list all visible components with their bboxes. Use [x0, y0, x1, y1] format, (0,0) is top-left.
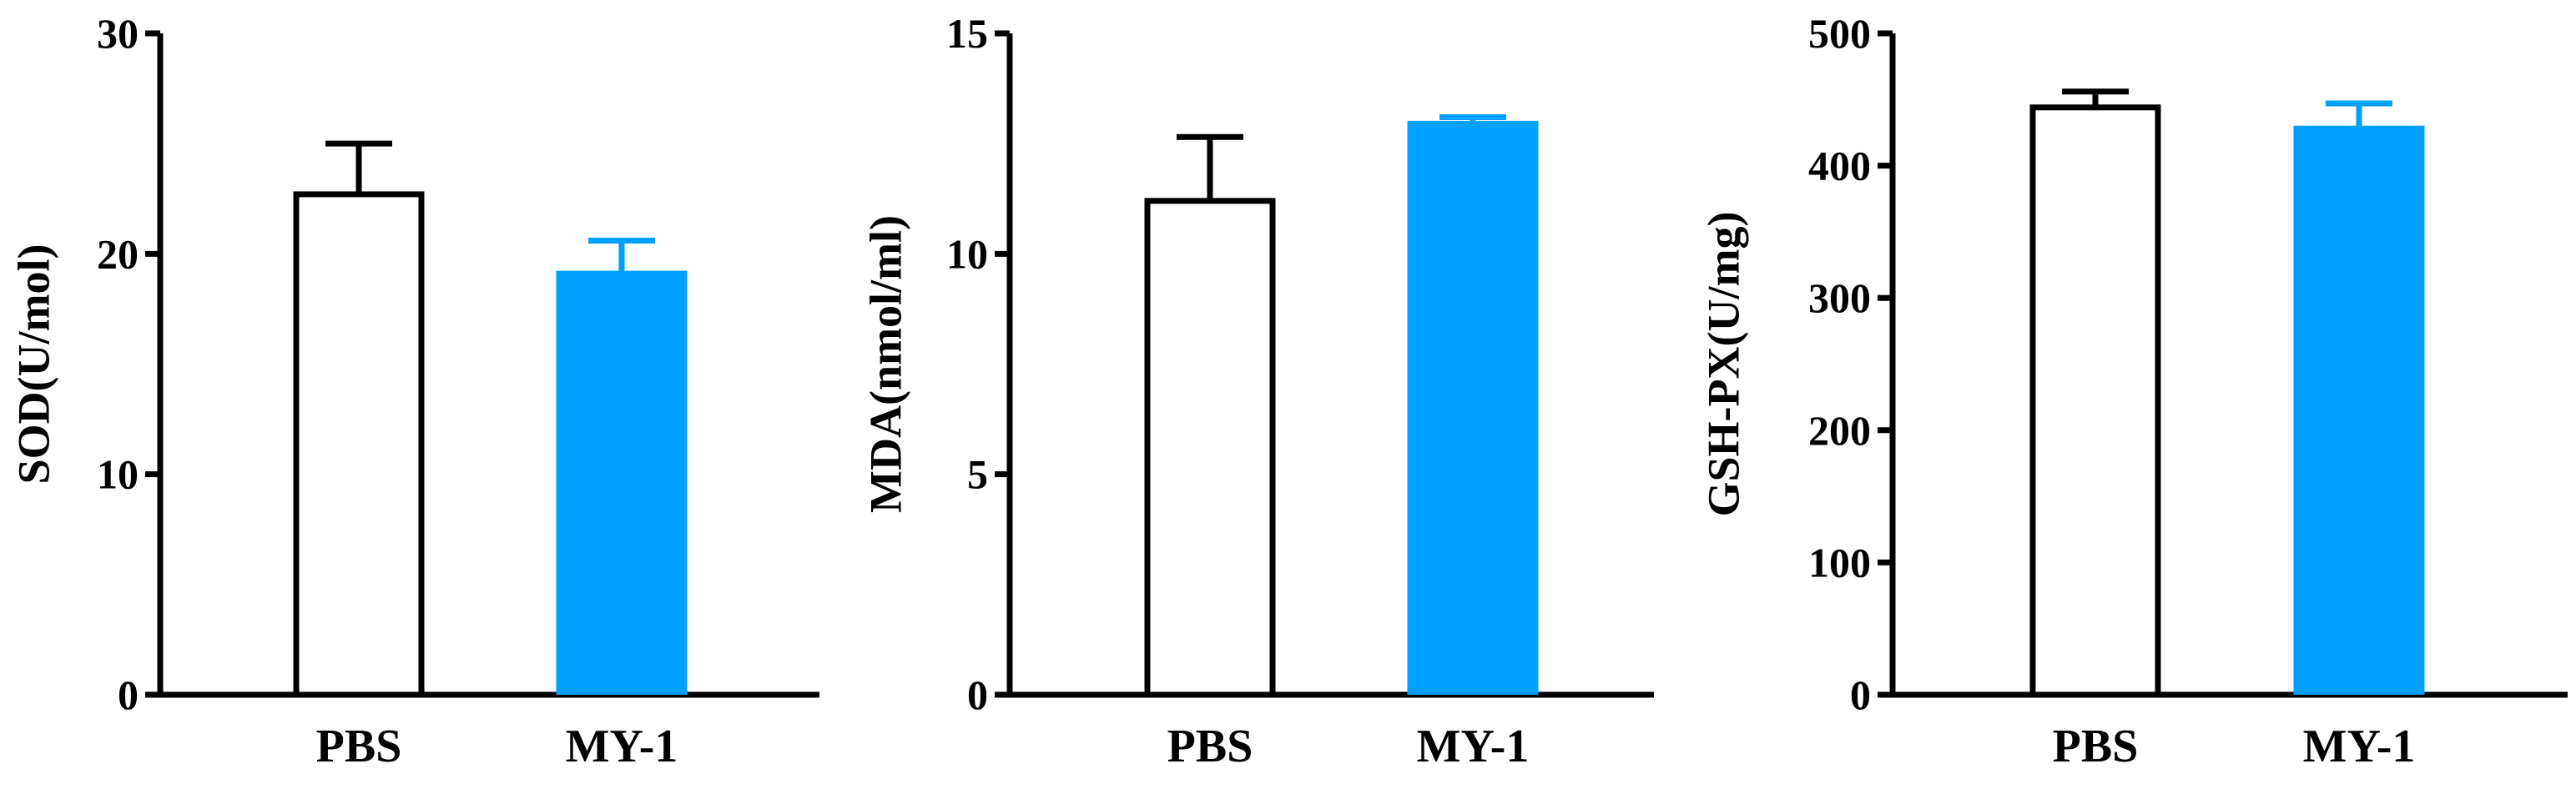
- y-tick-label: 200: [1808, 407, 1871, 454]
- y-tick-label: 10: [97, 451, 139, 498]
- chart-panel-2: 0 5 10 15 MDA(nmol/ml) PBS MY-1: [860, 10, 1654, 772]
- y-tick-label: 5: [967, 451, 988, 498]
- x-tick-label: MY-1: [2303, 721, 2416, 772]
- x-tick-label: PBS: [1167, 721, 1253, 772]
- y-tick-label: 0: [967, 671, 988, 718]
- bar-my-1: [2293, 125, 2425, 695]
- x-tick-label: MY-1: [566, 721, 678, 772]
- y-tick-label: 20: [97, 230, 139, 277]
- chart-panel-1: 0 10 20 30 SOD(U/mol) PBS MY-1: [8, 10, 819, 772]
- y-tick-label: 0: [1850, 671, 1871, 718]
- y-tick-label: 500: [1808, 10, 1871, 57]
- chart-panel-3: 0 100 200 300 400 500 GSH-PX(U/mg) PBS MY-1: [1698, 10, 2568, 772]
- y-tick-label: 15: [946, 10, 988, 57]
- y-axis-label: GSH-PX(U/mg): [1698, 212, 1748, 517]
- y-tick-label: 300: [1808, 274, 1871, 321]
- y-tick-label: 0: [118, 671, 139, 718]
- x-tick-label: PBS: [316, 721, 402, 772]
- y-tick-label: 10: [946, 230, 988, 277]
- y-axis-label: SOD(U/mol): [8, 244, 58, 485]
- y-tick-label: 100: [1808, 539, 1871, 585]
- bar-my-1: [556, 270, 688, 695]
- bar-pbs: [2029, 104, 2161, 698]
- bar-pbs: [293, 191, 425, 698]
- bar-my-1: [1407, 120, 1539, 696]
- y-tick-label: 400: [1808, 143, 1871, 189]
- x-tick-label: PBS: [2053, 721, 2139, 772]
- bar-pbs: [1144, 198, 1276, 698]
- y-tick-label: 30: [97, 10, 139, 57]
- y-axis-label: MDA(nmol/ml): [860, 215, 910, 513]
- x-tick-label: MY-1: [1417, 721, 1530, 772]
